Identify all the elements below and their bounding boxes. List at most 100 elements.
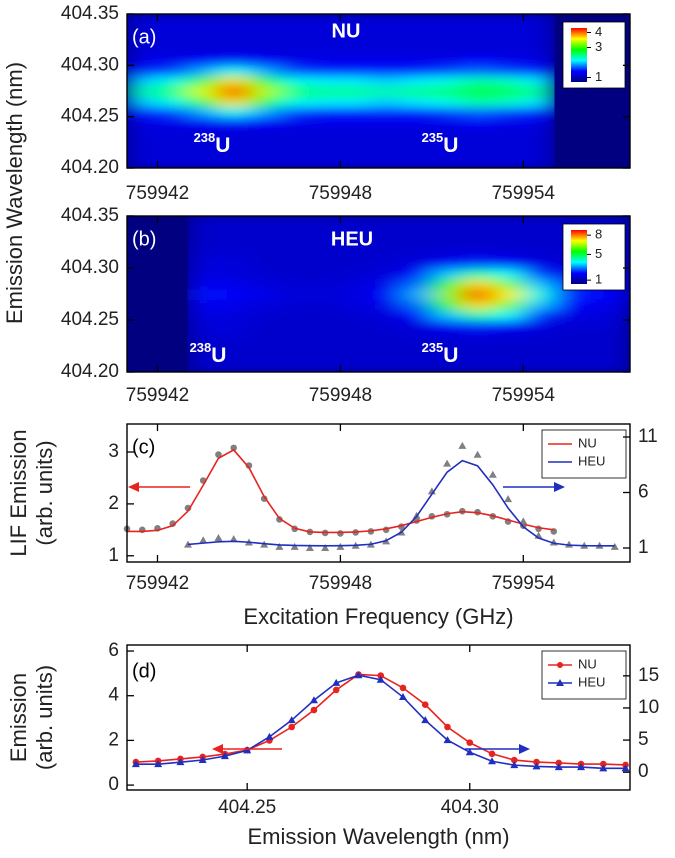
heatmap-cell bbox=[462, 216, 494, 227]
heatmap-cell bbox=[431, 85, 463, 97]
marker bbox=[421, 716, 430, 724]
heatmap-cell bbox=[309, 14, 341, 25]
x-tick-label: 759948 bbox=[309, 183, 372, 204]
heatmap-cell bbox=[523, 247, 555, 259]
heatmap-cell bbox=[431, 44, 463, 56]
heatmap-cell bbox=[370, 34, 402, 46]
heatmap-cell bbox=[492, 330, 524, 342]
heatmap-cell bbox=[248, 55, 281, 66]
heatmap-cell bbox=[370, 55, 402, 66]
heatmap-cell bbox=[127, 116, 159, 128]
heatmap-cell bbox=[370, 126, 402, 138]
heatmap-cell bbox=[248, 44, 281, 56]
heatmap-cell bbox=[553, 351, 585, 363]
heatmap-cell bbox=[523, 278, 555, 290]
heatmap-cell bbox=[431, 361, 463, 372]
heatmap-cell bbox=[187, 126, 220, 138]
heatmap-cell bbox=[248, 226, 281, 238]
marker bbox=[519, 517, 528, 525]
heatmap-cell bbox=[431, 226, 463, 238]
heatmap-cell bbox=[431, 147, 463, 159]
heatmap-cell bbox=[431, 320, 463, 331]
heatmap-cell bbox=[309, 137, 341, 149]
heatmap-cell bbox=[462, 278, 494, 290]
heatmap-cell bbox=[218, 236, 250, 248]
axis-arrow-head bbox=[128, 482, 139, 492]
heatmap-cell bbox=[584, 351, 630, 363]
heatmap-cell bbox=[431, 106, 463, 118]
heatmap-cell bbox=[218, 257, 250, 269]
x-axis-label: Emission Wavelength (nm) bbox=[247, 824, 509, 849]
marker bbox=[488, 750, 496, 758]
heatmap-cell bbox=[279, 226, 311, 238]
colorbar-tick-label: 4 bbox=[595, 24, 602, 39]
heatmap-cell bbox=[370, 65, 402, 77]
heatmap-cell bbox=[127, 34, 159, 46]
heatmap-cell bbox=[401, 361, 433, 372]
heatmap-cell bbox=[492, 351, 524, 363]
heatmap-cell bbox=[187, 106, 220, 118]
colorbar-tick-label: 1 bbox=[595, 272, 602, 287]
heatmap-cell bbox=[248, 320, 281, 331]
marker bbox=[276, 516, 283, 523]
heatmap-cell bbox=[492, 96, 524, 107]
y2-tick-label: 10 bbox=[638, 697, 659, 718]
heatmap-cell bbox=[248, 34, 281, 46]
heatmap-cell bbox=[401, 351, 433, 363]
heatmap-cell bbox=[127, 106, 159, 118]
heatmap-cell bbox=[462, 340, 494, 352]
heatmap-cell bbox=[187, 44, 220, 56]
marker bbox=[577, 763, 586, 771]
heatmap-cell bbox=[279, 236, 311, 248]
heatmap-cell bbox=[523, 268, 555, 279]
heatmap-cell bbox=[523, 116, 555, 128]
heatmap-cell bbox=[218, 330, 250, 342]
heatmap-cell bbox=[340, 226, 372, 238]
heatmap-cell bbox=[401, 278, 433, 290]
heatmap-cell bbox=[309, 85, 341, 97]
x-tick-label: 759954 bbox=[492, 573, 556, 594]
y-tick-label: 2 bbox=[108, 493, 119, 514]
marker bbox=[131, 760, 140, 768]
heatmap-cell bbox=[431, 24, 463, 36]
x-tick-label: 759942 bbox=[126, 573, 189, 594]
heatmap-cell bbox=[370, 351, 402, 363]
heatmap-cell bbox=[523, 299, 555, 311]
plot-frame bbox=[126, 215, 631, 373]
heatmap-cell bbox=[370, 147, 402, 159]
heatmap-cell bbox=[492, 216, 524, 227]
heatmap-cell bbox=[401, 236, 433, 248]
marker bbox=[287, 716, 296, 724]
heatmap-cell bbox=[187, 351, 220, 363]
heatmap-cell bbox=[523, 44, 555, 56]
heatmap-cell bbox=[431, 268, 463, 279]
heatmap-cell bbox=[248, 288, 281, 300]
element: U bbox=[443, 344, 458, 367]
legend-label: HEU bbox=[578, 453, 605, 468]
heatmap-cell bbox=[553, 320, 585, 331]
heatmap-cell bbox=[584, 361, 630, 372]
marker bbox=[214, 534, 223, 542]
marker bbox=[332, 686, 340, 694]
heatmap-cell bbox=[279, 75, 311, 87]
marker bbox=[443, 736, 452, 744]
heatmap-cell bbox=[218, 299, 250, 311]
heatmap-cell bbox=[309, 75, 341, 87]
heatmap-cell bbox=[401, 85, 433, 97]
heatmap-cell bbox=[187, 330, 220, 342]
heatmap-cell bbox=[401, 299, 433, 311]
heatmap-cell bbox=[309, 157, 341, 168]
heatmap-cell bbox=[492, 309, 524, 321]
heatmap-cell bbox=[157, 24, 189, 36]
heatmap-cell bbox=[127, 65, 159, 77]
heatmap-cell bbox=[127, 44, 159, 56]
y2-tick-label: 11 bbox=[638, 426, 658, 447]
heatmap-cell bbox=[279, 85, 311, 97]
heatmap-cell bbox=[157, 55, 189, 66]
heatmap-cell bbox=[187, 299, 220, 311]
heatmap-cell bbox=[370, 157, 402, 168]
heatmap-cell bbox=[218, 106, 250, 118]
heatmap-cell bbox=[340, 340, 372, 352]
heatmap-cell bbox=[309, 44, 341, 56]
panel-annotation: (a) bbox=[132, 26, 156, 48]
